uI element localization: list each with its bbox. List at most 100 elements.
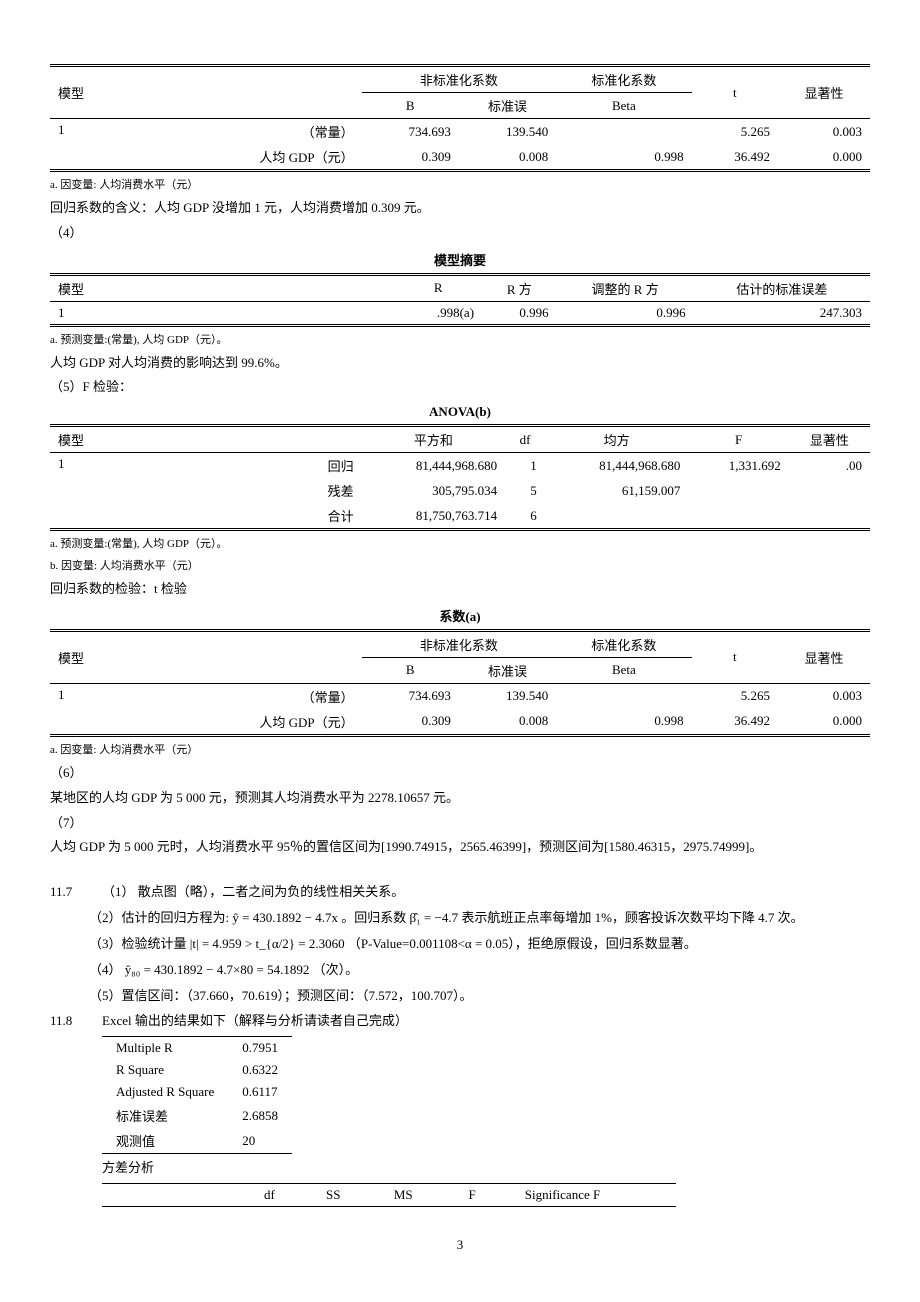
- col-se: 标准误: [459, 657, 556, 683]
- col-sigF: Significance F: [511, 1183, 676, 1206]
- cell-label: 人均 GDP（元）: [50, 709, 362, 736]
- cell-sig: 0.003: [778, 119, 870, 145]
- cell-label: 残差: [50, 478, 362, 503]
- col-se: 标准误: [459, 93, 556, 119]
- cell-ms: 61,159.007: [545, 478, 689, 503]
- q117-p2: （2）估计的回归方程为: ŷ = 430.1892 − 4.7x 。回归系数 β…: [50, 907, 870, 929]
- cell-R2: 0.996: [482, 301, 557, 325]
- col-R: R: [394, 274, 482, 301]
- cell-F: [688, 503, 788, 530]
- q118-line1: 11.8 Excel 输出的结果如下（解释与分析请读者自己完成）: [50, 1011, 870, 1032]
- col-model: 模型: [50, 66, 362, 119]
- cell-label: 合计: [50, 503, 362, 530]
- col-df: df: [505, 426, 545, 453]
- cell-se: 247.303: [694, 301, 870, 325]
- cell-adjR2: 0.996: [557, 301, 694, 325]
- coefficients-table-2: 模型 非标准化系数 标准化系数 t 显著性 B 标准误 Beta 1（常量） 7…: [50, 629, 870, 737]
- stat-val: 0.6322: [228, 1059, 292, 1081]
- col-R2: R 方: [482, 274, 557, 301]
- col-ms: 均方: [545, 426, 689, 453]
- cell-ms: 81,444,968.680: [545, 453, 689, 479]
- regression-stats-table: Multiple R0.7951 R Square0.6322 Adjusted…: [102, 1036, 292, 1154]
- stat-key: 观测值: [102, 1128, 228, 1154]
- cell-beta: [556, 683, 691, 709]
- cell-B: 734.693: [362, 119, 459, 145]
- cell-df: 6: [505, 503, 545, 530]
- stat-val: 2.6858: [228, 1103, 292, 1128]
- col-ss: SS: [312, 1183, 380, 1206]
- cell-label: 人均 GDP（元）: [50, 144, 362, 171]
- stat-val: 20: [228, 1128, 292, 1154]
- col-B: B: [362, 657, 459, 683]
- stat-val: 0.7951: [228, 1037, 292, 1060]
- anova-table: 模型 平方和 df 均方 F 显著性 1回归 81,444,968.680 1 …: [50, 424, 870, 531]
- col-ms: MS: [380, 1183, 455, 1206]
- cell-model: 1（常量）: [50, 119, 362, 145]
- cell-B: 0.309: [362, 144, 459, 171]
- cell-F: 1,331.692: [688, 453, 788, 479]
- q117-p1: （1） 散点图（略），二者之间为负的线性相关关系。: [102, 882, 404, 903]
- col-F: F: [688, 426, 788, 453]
- table3-footnote-a: a. 预测变量:(常量), 人均 GDP（元）。: [50, 535, 870, 551]
- anova-title: 方差分析: [50, 1158, 870, 1179]
- cell-t: 36.492: [692, 144, 778, 171]
- col-model: 模型: [50, 426, 362, 453]
- table3-title: ANOVA(b): [50, 404, 870, 420]
- interpretation-2: 人均 GDP 对人均消费的影响达到 99.6%。: [50, 353, 870, 374]
- blank-col: [102, 1183, 250, 1206]
- col-model: 模型: [50, 274, 394, 301]
- section-7: （7）: [50, 813, 870, 834]
- cell-t: 5.265: [692, 683, 778, 709]
- anova-header-table: df SS MS F Significance F: [102, 1183, 676, 1207]
- q117-num: 11.7: [50, 882, 89, 903]
- cell-se: 0.008: [459, 709, 556, 736]
- table1-footnote: a. 因变量: 人均消费水平（元）: [50, 176, 870, 192]
- coefficients-table-1: 模型 非标准化系数 标准化系数 t 显著性 B 标准误 Beta 1（常量） 7…: [50, 64, 870, 172]
- cell-beta: [556, 119, 691, 145]
- cell-t: 36.492: [692, 709, 778, 736]
- cell-sig: 0.000: [778, 709, 870, 736]
- table2-footnote: a. 预测变量:(常量), 人均 GDP（元）。: [50, 331, 870, 347]
- col-se: 估计的标准误差: [694, 274, 870, 301]
- cell-sig: [789, 478, 870, 503]
- section-5: （5）F 检验：: [50, 377, 870, 398]
- cell-F: [688, 478, 788, 503]
- col-sig: 显著性: [778, 630, 870, 683]
- q117-line1: 11.7 （1） 散点图（略），二者之间为负的线性相关关系。: [50, 882, 870, 903]
- q117-p5: （5）置信区间：（37.660，70.619）；预测区间：（7.572，100.…: [50, 985, 870, 1007]
- col-t: t: [692, 630, 778, 683]
- col-df: df: [250, 1183, 312, 1206]
- cell-df: 1: [505, 453, 545, 479]
- cell-df: 5: [505, 478, 545, 503]
- col-sig: 显著性: [789, 426, 870, 453]
- cell-B: 0.309: [362, 709, 459, 736]
- q118-num: 11.8: [50, 1011, 89, 1032]
- table4-footnote: a. 因变量: 人均消费水平（元）: [50, 741, 870, 757]
- col-ss: 平方和: [362, 426, 506, 453]
- prediction-text: 某地区的人均 GDP 为 5 000 元，预测其人均消费水平为 2278.106…: [50, 788, 870, 809]
- col-model: 模型: [50, 630, 362, 683]
- cell-sig: .00: [789, 453, 870, 479]
- t-test-label: 回归系数的检验：t 检验: [50, 579, 870, 600]
- cell-model: 1: [50, 301, 394, 325]
- cell-sig: 0.003: [778, 683, 870, 709]
- cell-se: 139.540: [459, 683, 556, 709]
- col-F: F: [455, 1183, 511, 1206]
- stat-key: Adjusted R Square: [102, 1081, 228, 1103]
- col-t: t: [692, 66, 778, 119]
- cell-model: 1（常量）: [50, 683, 362, 709]
- col-adjR2: 调整的 R 方: [557, 274, 694, 301]
- cell-ss: 81,750,763.714: [362, 503, 506, 530]
- table4-title: 系数(a): [50, 606, 870, 625]
- interval-text: 人均 GDP 为 5 000 元时，人均消费水平 95％的置信区间为[1990.…: [50, 837, 870, 858]
- model-summary-table: 模型 R R 方 调整的 R 方 估计的标准误差 1 .998(a) 0.996…: [50, 273, 870, 327]
- col-beta: Beta: [556, 657, 691, 683]
- q117-p3: （3）检验统计量 |t| = 4.959 > t_{α/2} = 2.3060 …: [50, 933, 870, 955]
- col-unstd: 非标准化系数: [362, 630, 557, 657]
- cell-ss: 81,444,968.680: [362, 453, 506, 479]
- cell-t: 5.265: [692, 119, 778, 145]
- cell-ms: [545, 503, 689, 530]
- col-B: B: [362, 93, 459, 119]
- cell-model: 1回归: [50, 453, 362, 479]
- col-sig: 显著性: [778, 66, 870, 119]
